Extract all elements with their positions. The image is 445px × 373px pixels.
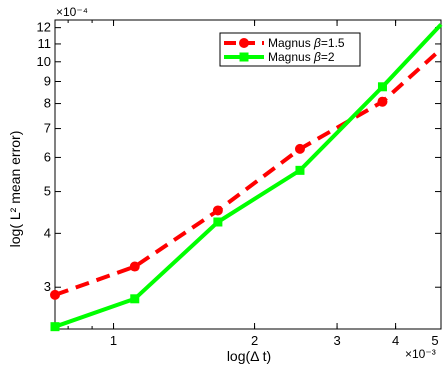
x-tick-label: 1 — [110, 333, 117, 348]
series-0-point — [50, 289, 60, 300]
plot-frame — [54, 19, 442, 330]
y-tick-label: 3 — [44, 279, 51, 294]
legend-label-magnus-2: Magnus β=2 — [268, 50, 335, 64]
y-tick-label: 5 — [44, 184, 51, 199]
y-tick-label: 11 — [38, 36, 52, 51]
y-tick-label: 12 — [37, 20, 51, 35]
series-0-point — [377, 96, 388, 107]
series-1-point — [50, 322, 60, 332]
y-tick-label: 6 — [44, 149, 51, 164]
legend-label-magnus-1-5: Magnus β=1.5 — [268, 36, 345, 50]
y-tick-label: 4 — [44, 225, 51, 240]
series-1-point — [213, 217, 223, 227]
x-tick-label: 3 — [333, 333, 340, 348]
y-tick-label: 9 — [44, 74, 51, 89]
series-line-1 — [54, 23, 443, 329]
legend-marker-magnus-2 — [239, 52, 249, 62]
legend: Magnus β=1.5 Magnus β=2 — [219, 32, 361, 67]
series-0-point — [294, 143, 305, 154]
series-line-0 — [54, 47, 443, 297]
y-tick-label: 7 — [44, 121, 51, 136]
plot-series — [50, 23, 443, 332]
y-tick-label: 8 — [44, 96, 51, 111]
x-axis-label: log(Δ t) — [227, 348, 271, 364]
series-1-point — [377, 82, 387, 92]
series-1-point — [130, 294, 140, 304]
x-tick-label: 2 — [251, 333, 258, 348]
x-tick-label: 4 — [392, 333, 399, 348]
x-tick-label: 5 — [431, 333, 438, 348]
y-tick-label: 10 — [37, 54, 51, 69]
legend-marker-magnus-1-5 — [239, 38, 249, 48]
y-axis-label: log( L² mean error) — [7, 131, 23, 248]
series-1-point — [295, 165, 305, 175]
y-axis-multiplier: ×10⁻⁴ — [56, 5, 88, 19]
series-0-point — [129, 261, 140, 272]
series-0-point — [212, 205, 223, 216]
x-axis-multiplier: ×10⁻³ — [405, 347, 436, 361]
